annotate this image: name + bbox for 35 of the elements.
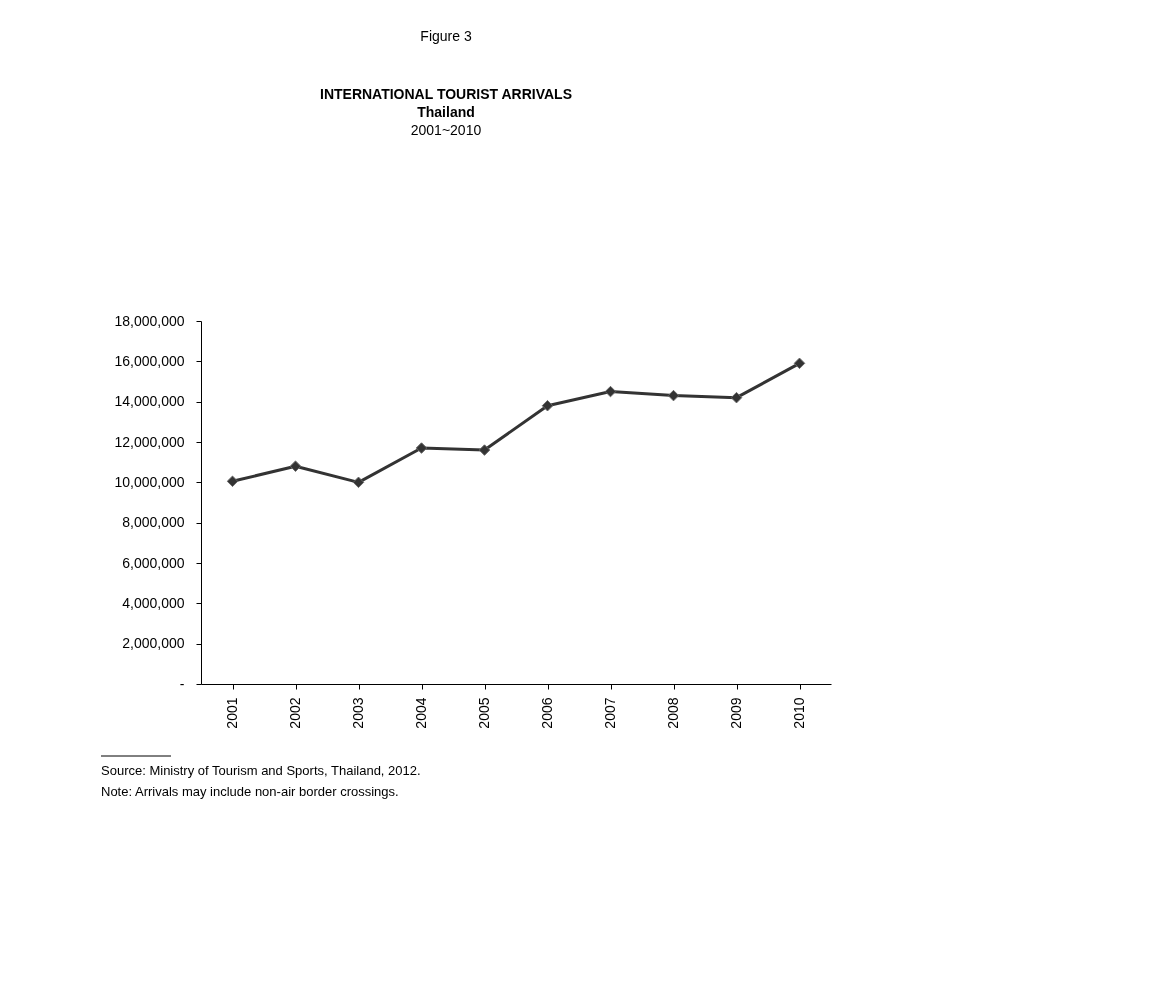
x-tick-label: 2007	[602, 697, 618, 729]
y-tick-label: 18,000,000	[114, 312, 185, 329]
x-tick-label: 2010	[791, 697, 807, 729]
x-tick-label: 2009	[728, 697, 744, 729]
point	[289, 460, 302, 472]
y-tick-label: 2,000,000	[122, 635, 185, 652]
x-tick-label: 2005	[476, 697, 492, 729]
point	[478, 444, 491, 456]
point	[604, 385, 617, 398]
y-tick-label: 12,000,000	[114, 433, 185, 450]
x-tick-label: 2008	[665, 697, 681, 729]
x-tick-label: 2001	[224, 697, 240, 729]
y-tick-label: 10,000,000	[114, 473, 185, 490]
chart-subtitle: Thailand 2001~2010	[410, 104, 482, 138]
point	[667, 389, 680, 402]
chart-title: INTERNATIONAL TOURIST ARRIVALS	[320, 86, 572, 102]
point	[352, 476, 365, 489]
y-tick-label: 4,000,000	[122, 594, 185, 611]
x-tick-label: 2003	[350, 697, 366, 729]
point	[793, 357, 806, 370]
y-tick-label: 8,000,000	[122, 514, 185, 531]
point	[226, 475, 239, 488]
y-tick-label: 6,000,000	[122, 554, 185, 571]
point	[541, 399, 554, 412]
x-tick-label: 2004	[413, 697, 429, 729]
y-tick-label: -	[179, 675, 185, 692]
point	[730, 391, 743, 404]
x-tick-label: 2006	[539, 697, 555, 729]
point	[415, 442, 428, 454]
source-note: Source: Ministry of Tourism and Sports, Thailand, 2012.	[101, 763, 421, 778]
caption: Figure 3	[420, 28, 472, 44]
y-tick-label: 16,000,000	[114, 352, 185, 369]
y-tick-label: 14,000,000	[114, 393, 185, 410]
x-tick-label: 2002	[287, 697, 303, 729]
text: Note: Arrivals may include non-air border crossings.	[101, 784, 399, 799]
